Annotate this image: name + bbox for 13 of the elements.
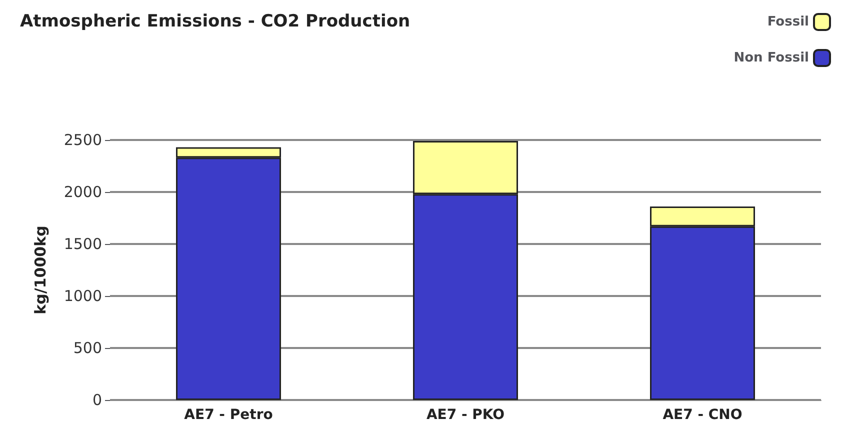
y-tick-label: 1000 [64, 287, 102, 305]
chart-title: Atmospheric Emissions - CO2 Production [20, 12, 410, 32]
x-tick-label: AE7 - CNO [662, 407, 742, 423]
y-tick-label: 2000 [64, 183, 102, 201]
x-tick-label: AE7 - Petro [184, 407, 274, 423]
y-tick-label: 2500 [64, 131, 102, 149]
y-axis-title: kg/1000kg [32, 226, 50, 314]
y-tick-label: 1500 [64, 235, 102, 253]
legend-label: Fossil [767, 14, 809, 30]
legend-label: Non Fossil [734, 50, 809, 66]
x-tick-label: AE7 - PKO [426, 407, 505, 423]
y-tick-label: 500 [73, 339, 102, 357]
y-tick-label: 0 [92, 391, 102, 409]
